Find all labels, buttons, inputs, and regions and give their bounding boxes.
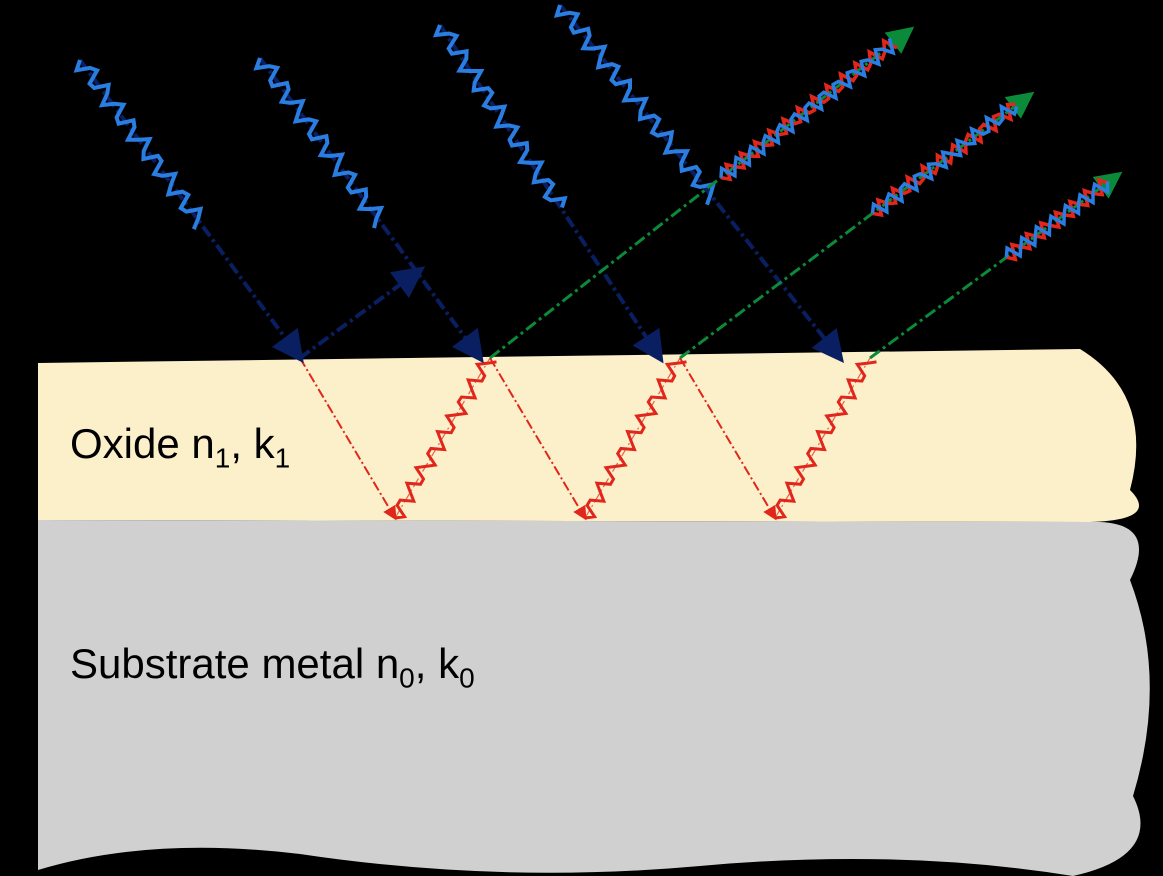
substrate-label: Substrate metal n0, k0 xyxy=(70,640,475,694)
incident-rays xyxy=(77,5,840,358)
substrate-layer xyxy=(38,520,1150,876)
reflected-rays xyxy=(490,30,1118,358)
oxide-label: Oxide n1, k1 xyxy=(70,420,290,474)
